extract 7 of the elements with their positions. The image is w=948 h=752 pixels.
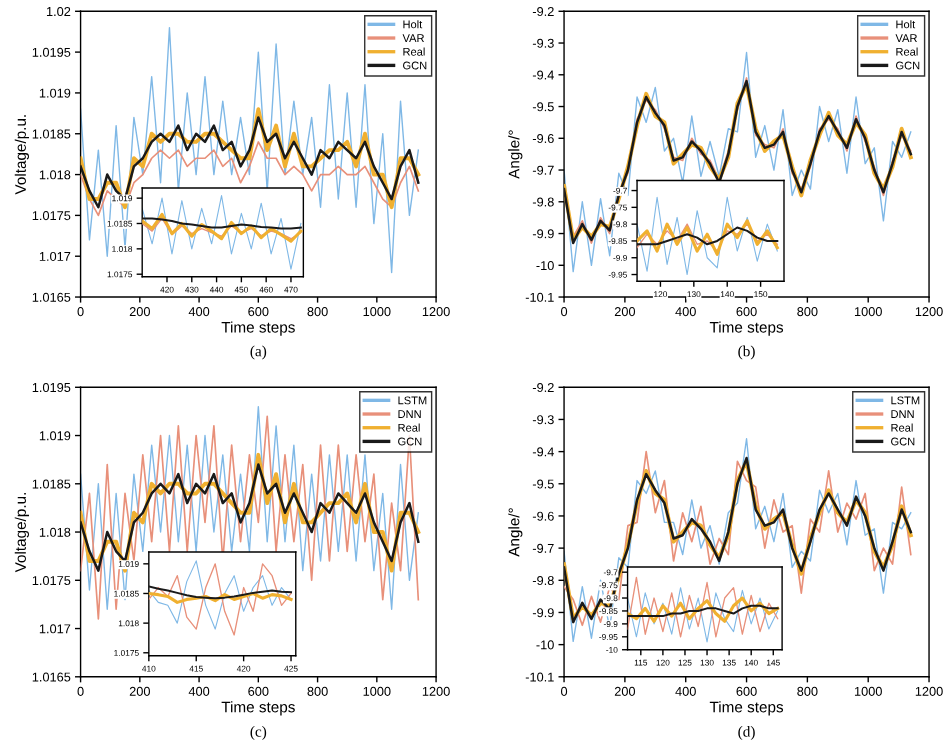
line-series <box>637 226 779 246</box>
line-series <box>637 196 778 276</box>
line-series <box>142 195 302 270</box>
line-series <box>80 141 420 217</box>
line-series <box>627 576 779 638</box>
line-series <box>627 587 779 643</box>
line-series <box>627 596 780 623</box>
